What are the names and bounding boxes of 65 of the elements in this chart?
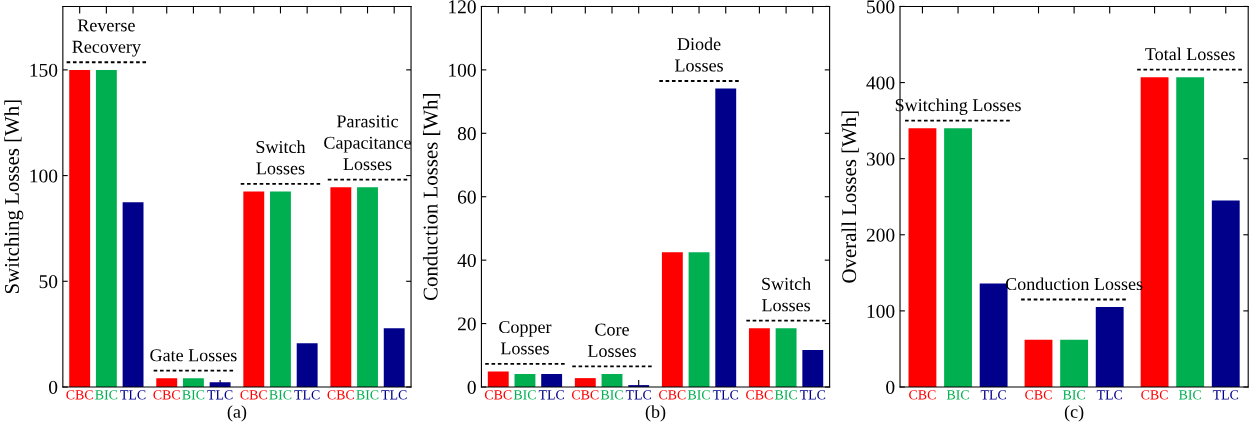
- annotation: Core Losses: [587, 323, 636, 358]
- y-tick-label: 0: [467, 380, 476, 394]
- x-tick-label: BIC: [946, 390, 969, 400]
- x-tick-label: BIC: [95, 390, 118, 400]
- y-tick-label: 60: [457, 190, 476, 204]
- y-tick-label: 120: [449, 0, 476, 14]
- x-tick-label: CBC: [746, 390, 773, 400]
- x-tick-label: BIC: [687, 390, 710, 400]
- y-axis-title: Switching Losses [Wh]: [4, 100, 24, 294]
- x-tick-label: CBC: [1025, 390, 1052, 400]
- y-tick-label: 0: [886, 380, 895, 394]
- x-tick-label: CBC: [1141, 390, 1168, 400]
- x-tick-label: TLC: [381, 390, 407, 400]
- x-axis-title: (b): [645, 405, 666, 422]
- x-tick-label: CBC: [66, 390, 93, 400]
- x-tick-label: TLC: [207, 390, 233, 400]
- x-tick-label: BIC: [269, 390, 292, 400]
- y-tick-label: 0: [49, 380, 58, 394]
- x-tick-label: BIC: [774, 390, 797, 400]
- y-tick-label: 150: [30, 63, 58, 77]
- x-tick-label: CBC: [659, 390, 686, 400]
- y-tick-label: 40: [457, 253, 476, 268]
- x-tick-label: CBC: [571, 390, 599, 400]
- x-tick-label: TLC: [294, 390, 320, 400]
- x-tick-label: TLC: [799, 390, 826, 400]
- x-tick-label: CBC: [240, 390, 267, 400]
- y-tick-label: 100: [449, 63, 476, 77]
- x-tick-label: BIC: [356, 390, 379, 400]
- annotation: Switch Losses: [256, 140, 306, 175]
- annotation: Copper Losses: [499, 320, 552, 355]
- x-tick-label: TLC: [712, 390, 739, 400]
- x-tick-label: BIC: [513, 390, 536, 400]
- x-tick-label: CBC: [484, 390, 512, 400]
- y-axis-title: Overall Losses [Wh]: [841, 111, 859, 283]
- x-tick-label: TLC: [120, 390, 146, 400]
- annotation: Diode Losses: [674, 37, 723, 72]
- y-tick-label: 50: [39, 275, 58, 289]
- x-tick-label: TLC: [1096, 390, 1123, 400]
- annotation: Parasitic Capacitance Losses: [324, 115, 411, 171]
- annotation: Reverse Recovery: [72, 19, 141, 57]
- x-tick-label: BIC: [1178, 390, 1201, 400]
- y-tick-label: 80: [457, 127, 476, 141]
- x-axis-title: (c): [1064, 405, 1084, 422]
- y-axis-title: Conduction Losses [Wh]: [422, 94, 441, 301]
- x-tick-label: TLC: [1212, 390, 1239, 400]
- y-tick-label: 100: [867, 304, 895, 318]
- x-tick-label: TLC: [980, 390, 1006, 400]
- x-tick-label: CBC: [909, 390, 936, 400]
- annotation: Switch Losses: [762, 277, 811, 312]
- y-tick-label: 400: [866, 76, 895, 90]
- x-tick-label: TLC: [538, 390, 564, 400]
- annotation: Gate Losses: [150, 349, 237, 362]
- y-tick-label: 500: [867, 0, 895, 14]
- x-tick-label: CBC: [327, 390, 354, 400]
- x-tick-label: BIC: [1062, 390, 1085, 400]
- x-tick-label: BIC: [182, 390, 205, 400]
- y-tick-label: 300: [866, 152, 895, 166]
- x-tick-label: CBC: [153, 390, 180, 400]
- y-tick-label: 100: [30, 169, 58, 183]
- x-tick-label: BIC: [600, 390, 623, 400]
- annotation: Total Losses: [1145, 47, 1235, 61]
- x-axis-title: (a): [227, 405, 247, 422]
- y-tick-label: 200: [866, 228, 895, 242]
- y-tick-label: 20: [457, 317, 476, 331]
- x-tick-label: TLC: [625, 390, 652, 400]
